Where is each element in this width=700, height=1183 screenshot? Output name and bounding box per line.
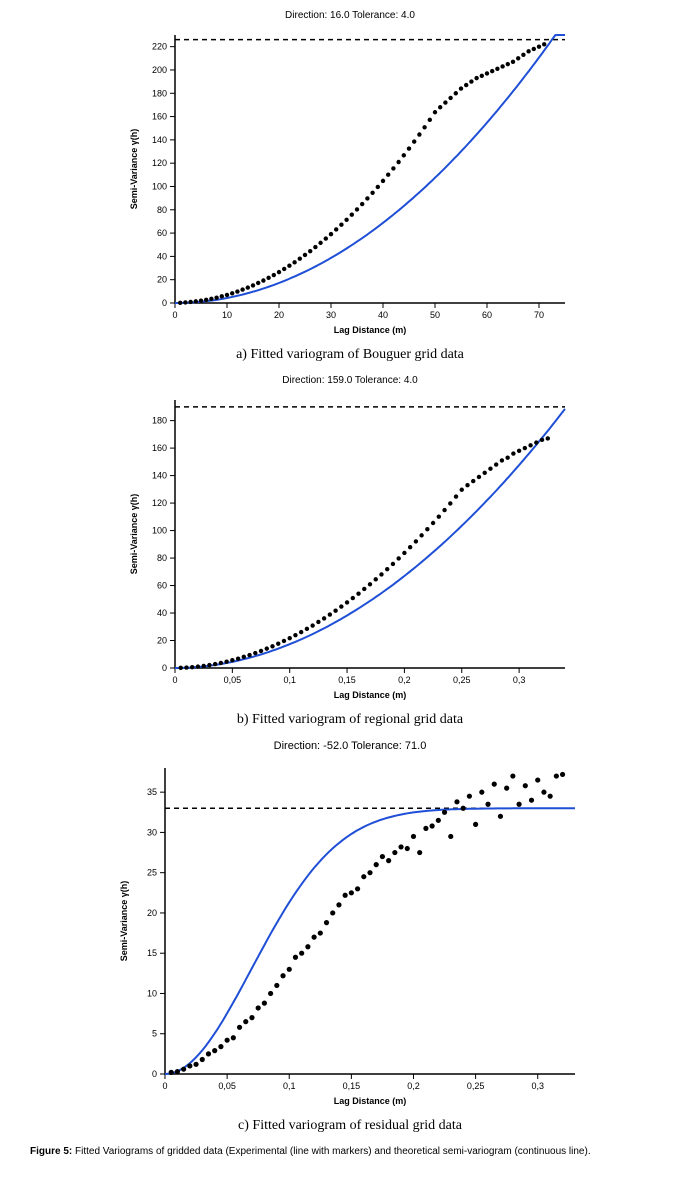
chart-a-block: Direction: 16.0 Tolerance: 4.0 0 10 20 30 40… bbox=[80, 10, 620, 363]
svg-text:20: 20 bbox=[157, 636, 167, 646]
chart-a-title: Direction: 16.0 Tolerance: 4.0 bbox=[80, 10, 620, 21]
chart-c-svg: 0 0,05 0,1 0,15 0,2 0,25 0,3 0 5 10 15 20 25 30 35 Lag … bbox=[110, 754, 590, 1114]
svg-text:Semi-Variance γ(h): Semi-Variance γ(h) bbox=[129, 494, 139, 575]
svg-text:60: 60 bbox=[157, 228, 167, 238]
svg-text:70: 70 bbox=[534, 310, 544, 320]
svg-text:60: 60 bbox=[157, 581, 167, 591]
svg-text:40: 40 bbox=[157, 251, 167, 261]
svg-text:100: 100 bbox=[152, 526, 167, 536]
svg-text:Semi-Variance γ(h): Semi-Variance γ(h) bbox=[119, 881, 129, 962]
svg-text:10: 10 bbox=[222, 310, 232, 320]
svg-text:40: 40 bbox=[157, 608, 167, 618]
svg-text:0,25: 0,25 bbox=[467, 1081, 485, 1091]
svg-text:140: 140 bbox=[152, 135, 167, 145]
svg-text:0,15: 0,15 bbox=[343, 1081, 361, 1091]
svg-text:140: 140 bbox=[152, 471, 167, 481]
svg-text:20: 20 bbox=[147, 908, 157, 918]
svg-text:0,3: 0,3 bbox=[531, 1081, 544, 1091]
svg-text:Lag Distance (m): Lag Distance (m) bbox=[334, 690, 407, 700]
svg-text:30: 30 bbox=[147, 827, 157, 837]
chart-b-title: Direction: 159.0 Tolerance: 4.0 bbox=[80, 375, 620, 386]
svg-text:180: 180 bbox=[152, 88, 167, 98]
svg-text:0,15: 0,15 bbox=[338, 675, 356, 685]
svg-text:5: 5 bbox=[152, 1029, 157, 1039]
svg-text:25: 25 bbox=[147, 868, 157, 878]
svg-text:Lag Distance (m): Lag Distance (m) bbox=[334, 325, 407, 335]
svg-text:0: 0 bbox=[162, 298, 167, 308]
svg-text:180: 180 bbox=[152, 416, 167, 426]
svg-text:0,05: 0,05 bbox=[224, 675, 242, 685]
svg-text:20: 20 bbox=[274, 310, 284, 320]
figure-caption-rest: Fitted Variograms of gridded data (Exper… bbox=[72, 1146, 590, 1157]
svg-text:120: 120 bbox=[152, 158, 167, 168]
svg-text:0: 0 bbox=[152, 1069, 157, 1079]
chart-b-subcaption: b) Fitted variogram of regional grid dat… bbox=[80, 712, 620, 728]
svg-text:0,3: 0,3 bbox=[513, 675, 526, 685]
svg-text:40: 40 bbox=[378, 310, 388, 320]
svg-text:0: 0 bbox=[162, 1081, 167, 1091]
svg-text:120: 120 bbox=[152, 498, 167, 508]
svg-text:160: 160 bbox=[152, 443, 167, 453]
svg-text:10: 10 bbox=[147, 988, 157, 998]
svg-text:Semi-Variance γ(h): Semi-Variance γ(h) bbox=[129, 129, 139, 210]
svg-text:20: 20 bbox=[157, 275, 167, 285]
chart-a-svg: 0 10 20 30 40 50 60 70 0 20 40 60 80 100 120 140 160 180 2… bbox=[120, 23, 580, 343]
svg-text:80: 80 bbox=[157, 205, 167, 215]
figure-caption: Figure 5: Fitted Variograms of gridded d… bbox=[20, 1146, 680, 1157]
svg-text:0: 0 bbox=[172, 675, 177, 685]
svg-text:0: 0 bbox=[162, 663, 167, 673]
svg-text:Lag Distance (m): Lag Distance (m) bbox=[334, 1096, 407, 1106]
chart-b-block: Direction: 159.0 Tolerance: 4.0 0 0,05 0,1… bbox=[80, 375, 620, 728]
svg-text:0,25: 0,25 bbox=[453, 675, 471, 685]
svg-text:160: 160 bbox=[152, 112, 167, 122]
svg-text:0: 0 bbox=[172, 310, 177, 320]
svg-text:0,1: 0,1 bbox=[283, 1081, 296, 1091]
chart-c-subcaption: c) Fitted variogram of residual grid dat… bbox=[80, 1118, 620, 1134]
svg-text:0,2: 0,2 bbox=[407, 1081, 420, 1091]
chart-b-svg: 0 0,05 0,1 0,15 0,2 0,25 0,3 0 20 40 60 80 100 120 140… bbox=[120, 388, 580, 708]
svg-text:200: 200 bbox=[152, 65, 167, 75]
svg-text:35: 35 bbox=[147, 787, 157, 797]
svg-text:0,1: 0,1 bbox=[283, 675, 296, 685]
chart-c-block: Direction: -52.0 Tolerance: 71.0 0 0,05 0,… bbox=[80, 740, 620, 1134]
figure-caption-bold: Figure 5: bbox=[30, 1146, 72, 1157]
svg-text:220: 220 bbox=[152, 42, 167, 52]
svg-text:0,2: 0,2 bbox=[398, 675, 411, 685]
svg-text:100: 100 bbox=[152, 181, 167, 191]
chart-c-title: Direction: -52.0 Tolerance: 71.0 bbox=[80, 740, 620, 752]
chart-a-subcaption: a) Fitted variogram of Bouguer grid data bbox=[80, 347, 620, 363]
svg-text:60: 60 bbox=[482, 310, 492, 320]
svg-text:30: 30 bbox=[326, 310, 336, 320]
svg-text:50: 50 bbox=[430, 310, 440, 320]
svg-text:0,05: 0,05 bbox=[218, 1081, 236, 1091]
svg-text:80: 80 bbox=[157, 553, 167, 563]
svg-text:15: 15 bbox=[147, 948, 157, 958]
